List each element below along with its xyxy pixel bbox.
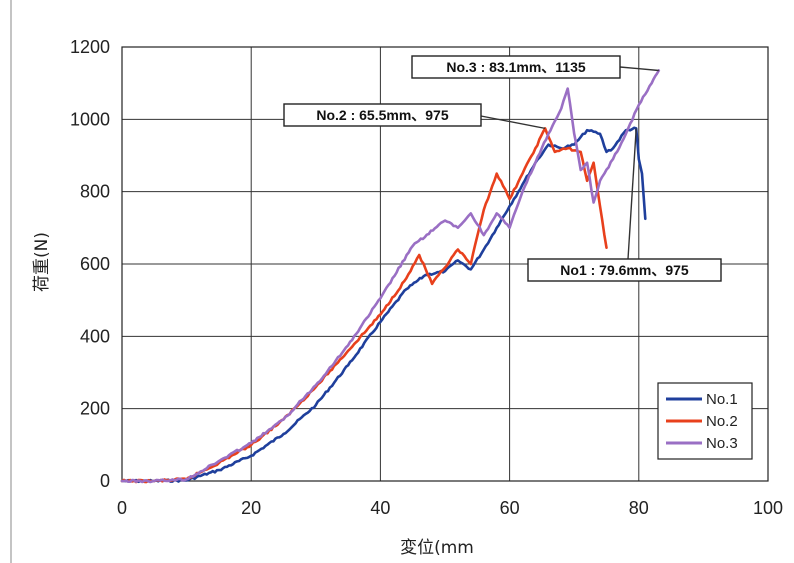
y-tick-label: 400 (80, 326, 110, 346)
y-tick-label: 0 (100, 471, 110, 491)
legend-label: No.2 (706, 413, 738, 430)
series-lines (120, 69, 661, 484)
y-tick-label: 800 (80, 182, 110, 202)
annotation-box (283, 103, 482, 127)
annotations: No.3 : 83.1mm、1135 No.2 : 65.5mm、975 No1 :… (283, 55, 722, 282)
axes: 0 20 40 60 80 100020040060080010001200変位(mm荷重… (10, 0, 783, 563)
y-tick-label: 200 (80, 399, 110, 419)
annotation-leader (619, 66, 659, 72)
x-tick-label: 80 (629, 498, 649, 518)
annotation-label: No1 : 79.6mm、975 (560, 262, 689, 278)
series-line-no3 (120, 69, 661, 484)
annotation-label: No.3 : 83.1mm、1135 (446, 59, 586, 75)
annotation-leader (480, 115, 546, 130)
x-tick-label: 40 (370, 498, 390, 518)
y-tick-label: 600 (80, 254, 110, 274)
y-tick-label: 1000 (70, 109, 110, 129)
annotation-leaders (480, 66, 659, 260)
x-tick-label: 100 (753, 498, 783, 518)
y-axis-title: 荷重(N) (32, 232, 52, 292)
plot-frame (121, 46, 769, 482)
annotation-leader (627, 128, 637, 260)
legend-label: No.1 (706, 391, 738, 408)
x-tick-label: 20 (241, 498, 261, 518)
x-tick-label: 60 (500, 498, 520, 518)
legend-label: No.3 (706, 435, 738, 452)
legend: No.1 No.2 No.3 (657, 382, 753, 460)
annotation-label: No.2 : 65.5mm、975 (316, 107, 448, 123)
annotation-box (527, 258, 722, 282)
x-tick-label: 0 (117, 498, 127, 518)
series-line-no1 (120, 126, 647, 484)
annotation-box (411, 55, 621, 79)
y-tick-label: 1200 (70, 37, 110, 57)
x-axis-title: 変位(mm (400, 538, 474, 558)
